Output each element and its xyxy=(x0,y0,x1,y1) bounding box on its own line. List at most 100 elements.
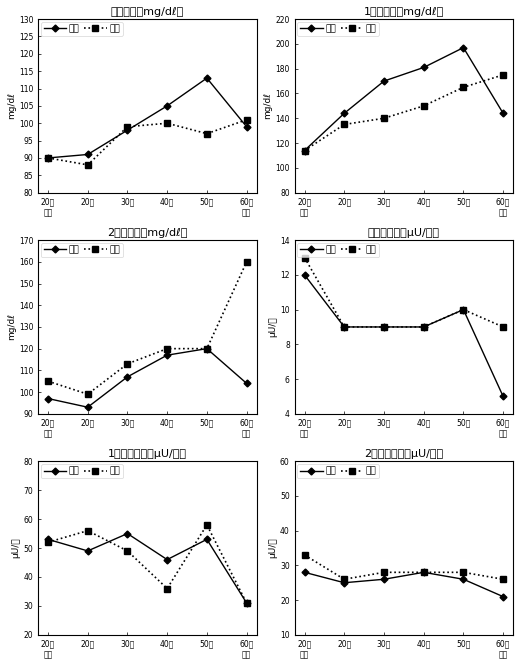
여자 xyxy=(421,323,427,331)
남자 xyxy=(421,568,427,576)
여자 xyxy=(45,538,51,546)
남자 xyxy=(460,575,466,583)
남자 xyxy=(341,579,347,587)
Y-axis label: mg/dℓ: mg/dℓ xyxy=(264,93,272,119)
남자 xyxy=(164,102,170,110)
남자 xyxy=(124,126,131,134)
여자 xyxy=(302,551,308,559)
여자 xyxy=(341,323,347,331)
Legend: 남자, 여자: 남자, 여자 xyxy=(41,22,123,36)
Line: 남자: 남자 xyxy=(302,570,505,599)
Line: 여자: 여자 xyxy=(302,254,506,330)
여자 xyxy=(341,121,347,129)
여자 xyxy=(243,599,250,607)
여자 xyxy=(381,115,387,123)
남자 xyxy=(204,535,210,543)
여자 xyxy=(460,306,466,314)
여자 xyxy=(421,102,427,110)
남자 xyxy=(164,555,170,563)
여자 xyxy=(243,258,250,266)
Title: 공복혈당（mg/dℓ）: 공복혈당（mg/dℓ） xyxy=(111,7,184,17)
여자 xyxy=(204,521,210,529)
남자 xyxy=(85,547,91,555)
Legend: 남자, 여자: 남자, 여자 xyxy=(297,464,379,478)
남자 xyxy=(460,44,466,52)
여자 xyxy=(500,323,506,331)
여자 xyxy=(421,568,427,576)
남자 xyxy=(341,323,347,331)
Y-axis label: μU/㎖: μU/㎖ xyxy=(11,537,21,558)
Y-axis label: mg/dℓ: mg/dℓ xyxy=(7,93,16,119)
Legend: 남자, 여자: 남자, 여자 xyxy=(297,243,379,257)
여자 xyxy=(204,344,210,352)
남자 xyxy=(381,323,387,331)
남자 xyxy=(243,380,250,388)
Legend: 남자, 여자: 남자, 여자 xyxy=(41,464,123,478)
Y-axis label: μU/㎖: μU/㎖ xyxy=(268,537,277,558)
남자 xyxy=(460,306,466,314)
Y-axis label: μU/㎖: μU/㎖ xyxy=(268,316,277,337)
남자 xyxy=(45,394,51,402)
Line: 여자: 여자 xyxy=(45,521,250,606)
여자 xyxy=(381,568,387,576)
여자 xyxy=(85,390,91,398)
남자 xyxy=(381,77,387,85)
여자 xyxy=(341,575,347,583)
여자 xyxy=(85,161,91,169)
Title: 1시간인슐린（μU/㎖）: 1시간인슐린（μU/㎖） xyxy=(108,449,187,459)
남자 xyxy=(85,151,91,159)
여자 xyxy=(243,116,250,124)
Legend: 남자, 여자: 남자, 여자 xyxy=(297,22,379,36)
여자 xyxy=(381,323,387,331)
Line: 여자: 여자 xyxy=(45,117,250,168)
남자 xyxy=(500,593,506,601)
남자 xyxy=(243,599,250,607)
남자 xyxy=(45,154,51,162)
여자 xyxy=(124,547,131,555)
여자 xyxy=(460,568,466,576)
Line: 여자: 여자 xyxy=(45,259,250,398)
남자 xyxy=(124,529,131,537)
여자 xyxy=(164,119,170,127)
Line: 여자: 여자 xyxy=(302,72,506,154)
Title: 2시간인슐린（μU/㎖）: 2시간인슐린（μU/㎖） xyxy=(365,449,444,459)
남자 xyxy=(341,109,347,117)
여자 xyxy=(124,123,131,131)
남자 xyxy=(164,351,170,359)
남자 xyxy=(85,403,91,411)
여자 xyxy=(45,377,51,385)
여자 xyxy=(85,527,91,535)
여자 xyxy=(302,147,308,155)
남자 xyxy=(500,109,506,117)
여자 xyxy=(204,130,210,138)
Line: 남자: 남자 xyxy=(302,45,505,153)
남자 xyxy=(302,568,308,576)
남자 xyxy=(204,344,210,352)
Title: 1시간혈당（mg/dℓ）: 1시간혈당（mg/dℓ） xyxy=(363,7,444,17)
Line: 남자: 남자 xyxy=(302,272,505,399)
남자 xyxy=(381,575,387,583)
여자 xyxy=(164,344,170,352)
남자 xyxy=(500,392,506,400)
Title: 공복인슐린（μU/㎖）: 공복인슐린（μU/㎖） xyxy=(368,228,440,238)
여자 xyxy=(45,154,51,162)
Y-axis label: mg/dℓ: mg/dℓ xyxy=(7,314,16,340)
남자 xyxy=(124,373,131,381)
남자 xyxy=(45,535,51,543)
남자 xyxy=(243,123,250,131)
Line: 남자: 남자 xyxy=(46,531,249,605)
남자 xyxy=(204,74,210,82)
Legend: 남자, 여자: 남자, 여자 xyxy=(41,243,123,257)
Line: 남자: 남자 xyxy=(46,346,249,410)
여자 xyxy=(500,575,506,583)
남자 xyxy=(421,323,427,331)
여자 xyxy=(302,254,308,262)
여자 xyxy=(500,71,506,79)
남자 xyxy=(421,63,427,71)
Line: 여자: 여자 xyxy=(302,552,506,582)
여자 xyxy=(460,83,466,91)
여자 xyxy=(164,585,170,593)
여자 xyxy=(124,360,131,368)
Line: 남자: 남자 xyxy=(46,76,249,161)
Title: 2시간혈당（mg/dℓ）: 2시간혈당（mg/dℓ） xyxy=(107,228,188,238)
